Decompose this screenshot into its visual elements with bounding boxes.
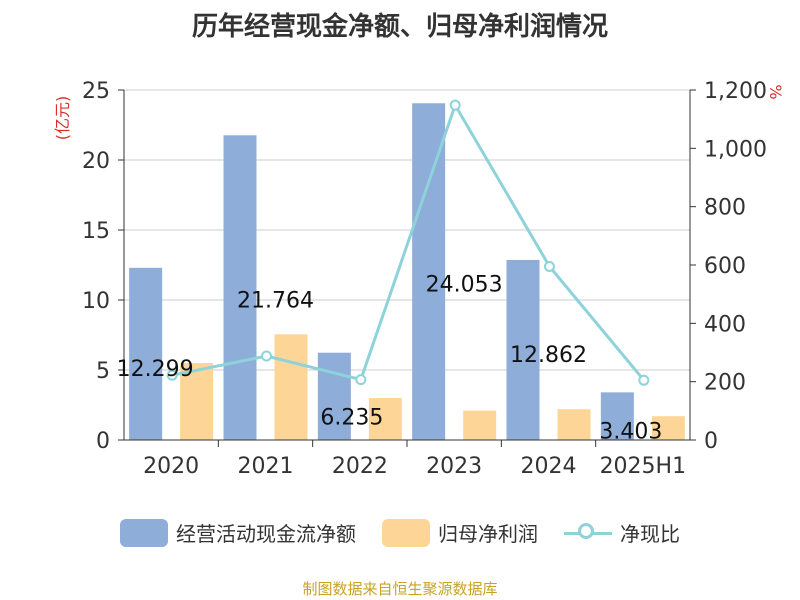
y-tick-label: 25 (82, 79, 110, 104)
y2-tick-label: 1,200 (704, 79, 767, 104)
y-tick-label: 5 (96, 359, 110, 384)
ratio-point (449, 99, 461, 111)
data-label-cashflow: 6.235 (320, 406, 383, 431)
x-tick-label: 2025H1 (600, 454, 687, 479)
y2-tick-label: 800 (704, 196, 746, 221)
bar-net-profit (274, 334, 308, 440)
bar-cashflow (506, 259, 540, 440)
legend-swatch-net-profit (382, 518, 430, 547)
y2-tick-label: 600 (704, 254, 746, 279)
legend-swatch-cashflow (120, 518, 168, 547)
legend-label-ratio: 净现比 (620, 522, 680, 546)
bar-net-profit (180, 363, 214, 440)
x-tick-label: 2020 (143, 454, 199, 479)
y2-axis-title: % (766, 84, 785, 99)
legend-label-net-profit: 归母净利润 (438, 522, 538, 546)
chart-title: 历年经营现金净额、归母净利润情况 (191, 12, 608, 42)
bar-cashflow (129, 267, 163, 440)
bar-cashflow (600, 392, 634, 440)
bar-cashflow (412, 103, 446, 441)
grid-layer (124, 89, 690, 371)
legend-item-cashflow[interactable]: 经营活动现金流净额 (120, 518, 356, 547)
x-tick-label: 2021 (238, 454, 294, 479)
ratio-line (171, 101, 645, 382)
legend-item-ratio[interactable]: 净现比 (564, 518, 680, 547)
data-label-cashflow: 3.403 (599, 419, 662, 444)
y2-tick-label: 0 (704, 429, 718, 454)
label-layer: 12.299 21.764 6.235 24.053 12.862 3.403 (117, 272, 663, 444)
data-label-cashflow: 12.299 (117, 357, 194, 382)
y-tick-label: 15 (82, 219, 110, 244)
bar-net-profit (463, 410, 497, 440)
bar-net-profit (368, 398, 402, 440)
y-axis-title: (亿元) (53, 96, 72, 141)
y2-tick-label: 200 (704, 371, 746, 396)
legend-line-ratio-icon (564, 519, 612, 547)
data-label-cashflow: 12.862 (510, 343, 587, 368)
y-tick-label: 20 (82, 149, 110, 174)
bar-cashflow (317, 352, 351, 440)
y2-tick-label: 1,000 (704, 137, 767, 162)
bar-layer (129, 103, 685, 441)
x-tick-label: 2022 (332, 454, 388, 479)
data-label-cashflow: 24.053 (426, 272, 503, 297)
y-tick-label: 0 (96, 429, 110, 454)
y2-tick-label: 400 (704, 312, 746, 337)
legend-item-net-profit[interactable]: 归母净利润 (382, 518, 538, 547)
ratio-point (544, 260, 555, 272)
bar-cashflow (223, 135, 257, 440)
x-tick-label: 2023 (426, 454, 482, 479)
data-label-cashflow: 21.764 (237, 288, 314, 313)
axis-layer: 0 5 10 15 20 25 0 200 400 600 800 1,000 1,200 (亿元)% 20… (53, 79, 785, 479)
y-tick-label: 10 (82, 289, 110, 314)
ratio-point (166, 369, 178, 381)
ratio-point (638, 374, 650, 386)
line-layer (166, 99, 650, 386)
x-tick-label: 2024 (521, 454, 577, 479)
bar-net-profit (651, 416, 685, 440)
legend-label-cashflow: 经营活动现金流净额 (176, 522, 356, 546)
ratio-point (355, 374, 367, 386)
legend: 经营活动现金流净额 归母净利润 净现比 (0, 518, 800, 547)
bar-net-profit (557, 409, 591, 440)
ratio-point (261, 350, 272, 362)
source-note: 制图数据来自恒生聚源数据库 (302, 580, 498, 598)
